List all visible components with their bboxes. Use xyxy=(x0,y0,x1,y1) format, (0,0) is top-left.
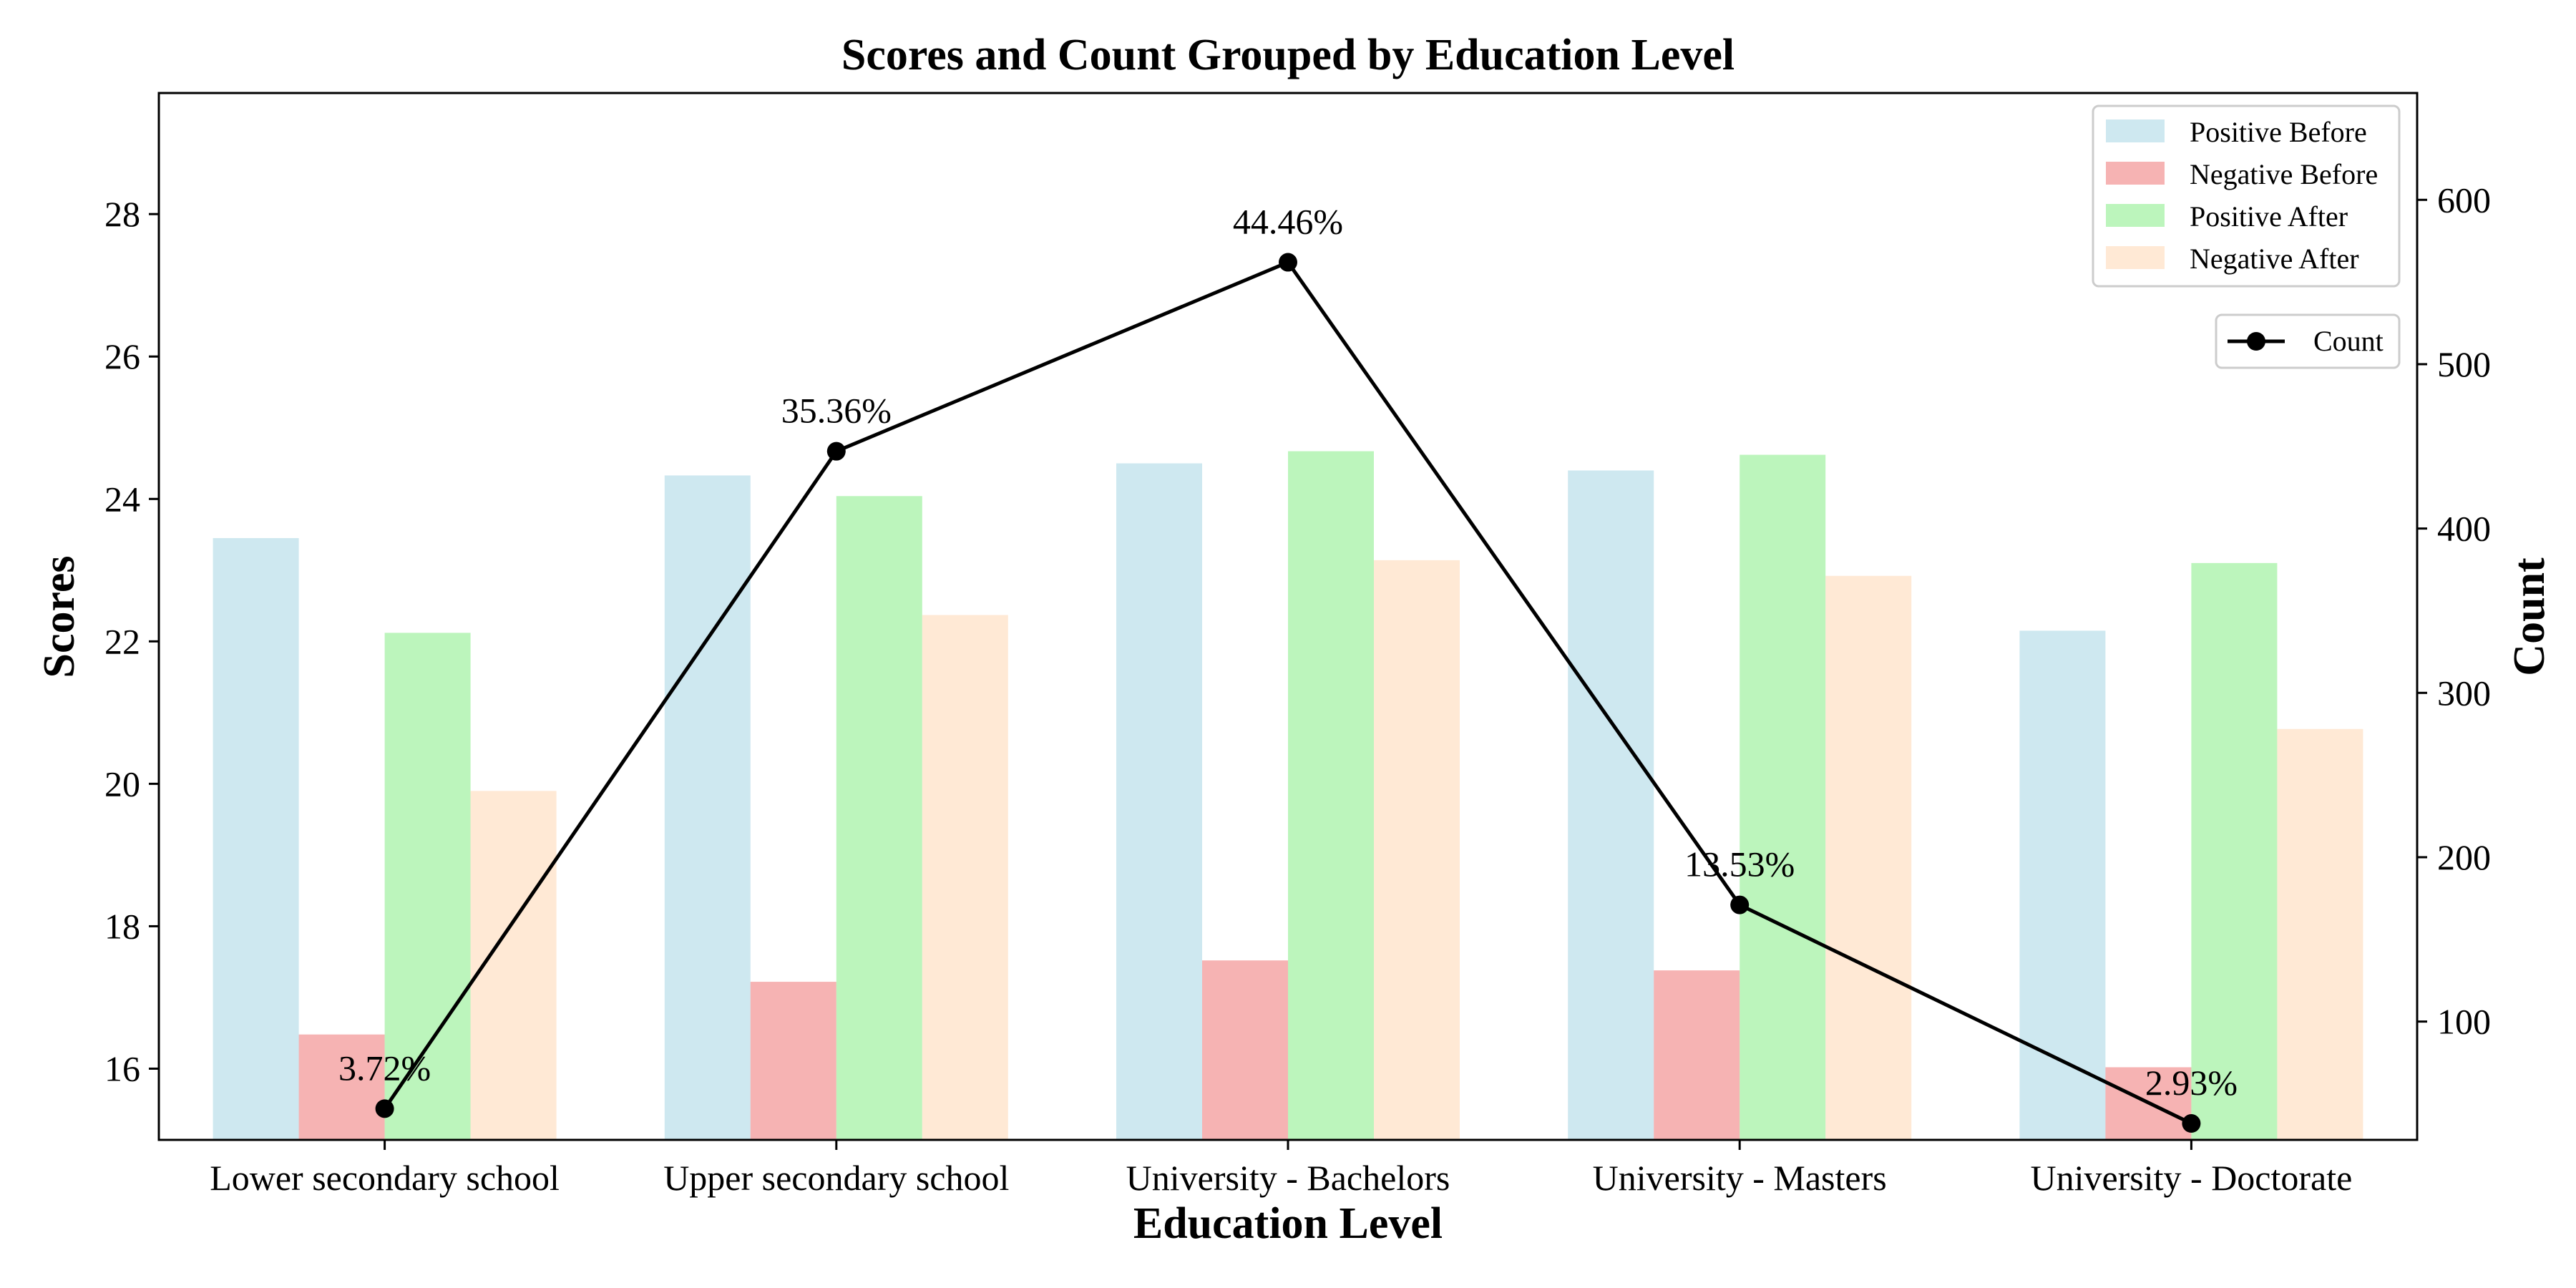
bar-negative-before-0 xyxy=(298,1034,385,1140)
bar-negative-before-1 xyxy=(750,982,836,1140)
legend-line-frame xyxy=(2215,313,2401,369)
bar-positive-after-4 xyxy=(2191,562,2278,1140)
legend-line-label: Count xyxy=(2313,325,2384,357)
bar-positive-before-2 xyxy=(1116,463,1202,1140)
y2-axis-label: Count xyxy=(2505,557,2554,676)
x-axis-label: Education Level xyxy=(1133,1199,1443,1248)
y-tick-label: 16 xyxy=(104,1048,140,1088)
bar-negative-after-2 xyxy=(1374,560,1460,1140)
y-tick-label: 22 xyxy=(104,621,140,661)
y-tick-label: 20 xyxy=(104,763,140,804)
legend-swatch-3 xyxy=(2106,246,2165,269)
legend-swatch-0 xyxy=(2106,119,2165,142)
legend-swatch-1 xyxy=(2106,162,2165,185)
bar-negative-after-3 xyxy=(1825,575,1912,1140)
y2-tick-label: 300 xyxy=(2437,673,2491,713)
count-line-layer: 3.72% 35.36% 44.46% 13.53% 2.93% xyxy=(338,202,2238,1133)
bar-positive-before-4 xyxy=(2019,630,2106,1140)
legend-bars: Positive Before Negative Before Positive A… xyxy=(2092,104,2401,288)
bar-positive-after-1 xyxy=(836,496,922,1140)
count-percent-label-1: 35.36% xyxy=(781,391,892,431)
bar-negative-before-2 xyxy=(1202,960,1288,1140)
count-percent-label-3: 13.53% xyxy=(1684,844,1795,884)
legend-line-marker xyxy=(2247,332,2265,351)
y2-tick-label: 500 xyxy=(2437,344,2491,384)
bar-negative-after-1 xyxy=(922,615,1008,1140)
bar-negative-before-3 xyxy=(1654,970,1740,1140)
y-tick-label: 26 xyxy=(104,336,140,376)
chart-title: Scores and Count Grouped by Education Le… xyxy=(841,31,1735,79)
y2-tick-label: 100 xyxy=(2437,1002,2491,1042)
y-axis-left: 16 18 20 22 24 26 28 xyxy=(104,194,159,1088)
count-point-1 xyxy=(826,441,846,461)
legend-label-0: Positive Before xyxy=(2190,116,2367,148)
legend-label-3: Negative After xyxy=(2190,243,2359,275)
bar-positive-before-3 xyxy=(1568,470,1654,1140)
x-tick-label: University - Bachelors xyxy=(1126,1158,1450,1198)
bar-negative-after-4 xyxy=(2277,728,2363,1140)
count-percent-label-0: 3.72% xyxy=(338,1048,431,1088)
legend-line: Count xyxy=(2215,313,2401,369)
count-point-4 xyxy=(2182,1114,2201,1133)
legend-label-2: Positive After xyxy=(2190,200,2348,233)
count-point-2 xyxy=(1279,253,1297,272)
y-tick-label: 24 xyxy=(104,479,140,519)
y-axis-right: 100 200 300 400 500 600 xyxy=(2417,180,2491,1042)
x-tick-label: Upper secondary school xyxy=(663,1158,1009,1198)
bar-positive-after-3 xyxy=(1740,454,1826,1140)
x-tick-label: University - Doctorate xyxy=(2030,1158,2352,1198)
bar-positive-after-2 xyxy=(1288,451,1374,1140)
y-axis-label: Scores xyxy=(35,555,84,678)
count-percent-label-4: 2.93% xyxy=(2145,1063,2238,1103)
x-tick-label: Lower secondary school xyxy=(210,1158,560,1198)
y2-tick-label: 400 xyxy=(2437,509,2491,549)
y-tick-label: 28 xyxy=(104,194,140,234)
y2-tick-label: 200 xyxy=(2437,837,2491,877)
bar-positive-before-0 xyxy=(213,538,299,1140)
count-point-0 xyxy=(375,1099,394,1118)
y-tick-label: 18 xyxy=(104,906,140,946)
x-tick-label: University - Masters xyxy=(1593,1158,1887,1198)
x-axis: Lower secondary school Upper secondary sc… xyxy=(210,1140,2352,1198)
y2-tick-label: 600 xyxy=(2437,180,2491,220)
bar-positive-after-0 xyxy=(384,633,471,1140)
bar-positive-before-1 xyxy=(664,475,751,1140)
legend-label-1: Negative Before xyxy=(2190,158,2378,190)
legend-bars-frame xyxy=(2092,104,2401,288)
count-percent-label-2: 44.46% xyxy=(1233,202,1343,242)
legend-swatch-2 xyxy=(2106,204,2165,227)
count-point-3 xyxy=(1730,895,1750,914)
bars-layer xyxy=(213,451,2363,1140)
